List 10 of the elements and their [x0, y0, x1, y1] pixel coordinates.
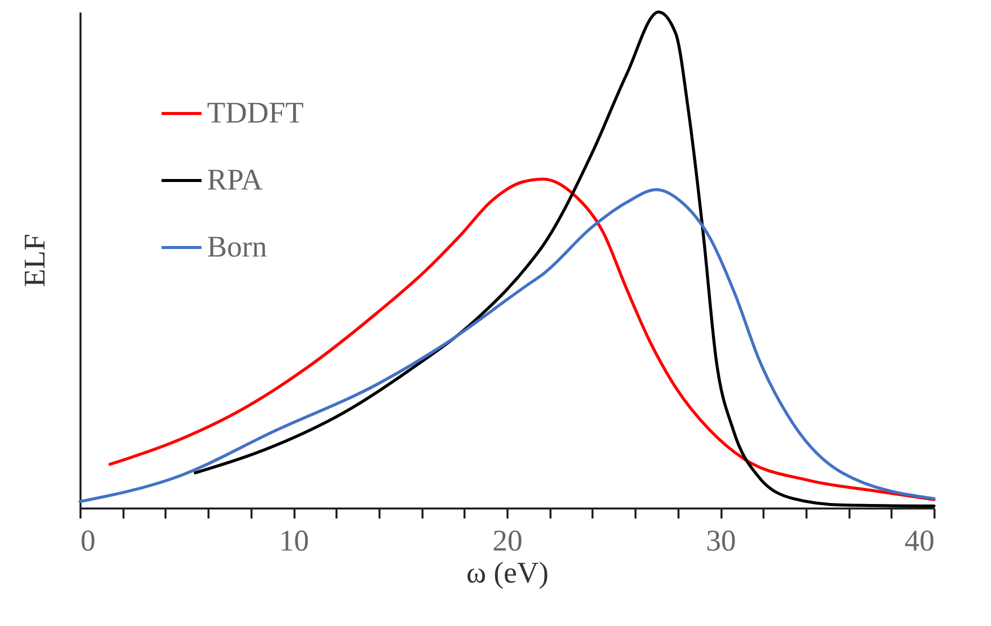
x-tick-label: 0 [80, 524, 96, 558]
y-axis-title: ELF [18, 234, 52, 288]
x-tick-label: 10 [279, 524, 309, 558]
x-axis-title: ω (eV) [466, 556, 549, 590]
x-tick-label: 40 [904, 524, 934, 558]
legend-label: TDDFT [207, 96, 304, 130]
x-tick-label: 30 [706, 524, 736, 558]
legend-label: Born [207, 230, 267, 264]
legend-label: RPA [207, 164, 263, 196]
x-tick-label: 20 [492, 524, 522, 558]
